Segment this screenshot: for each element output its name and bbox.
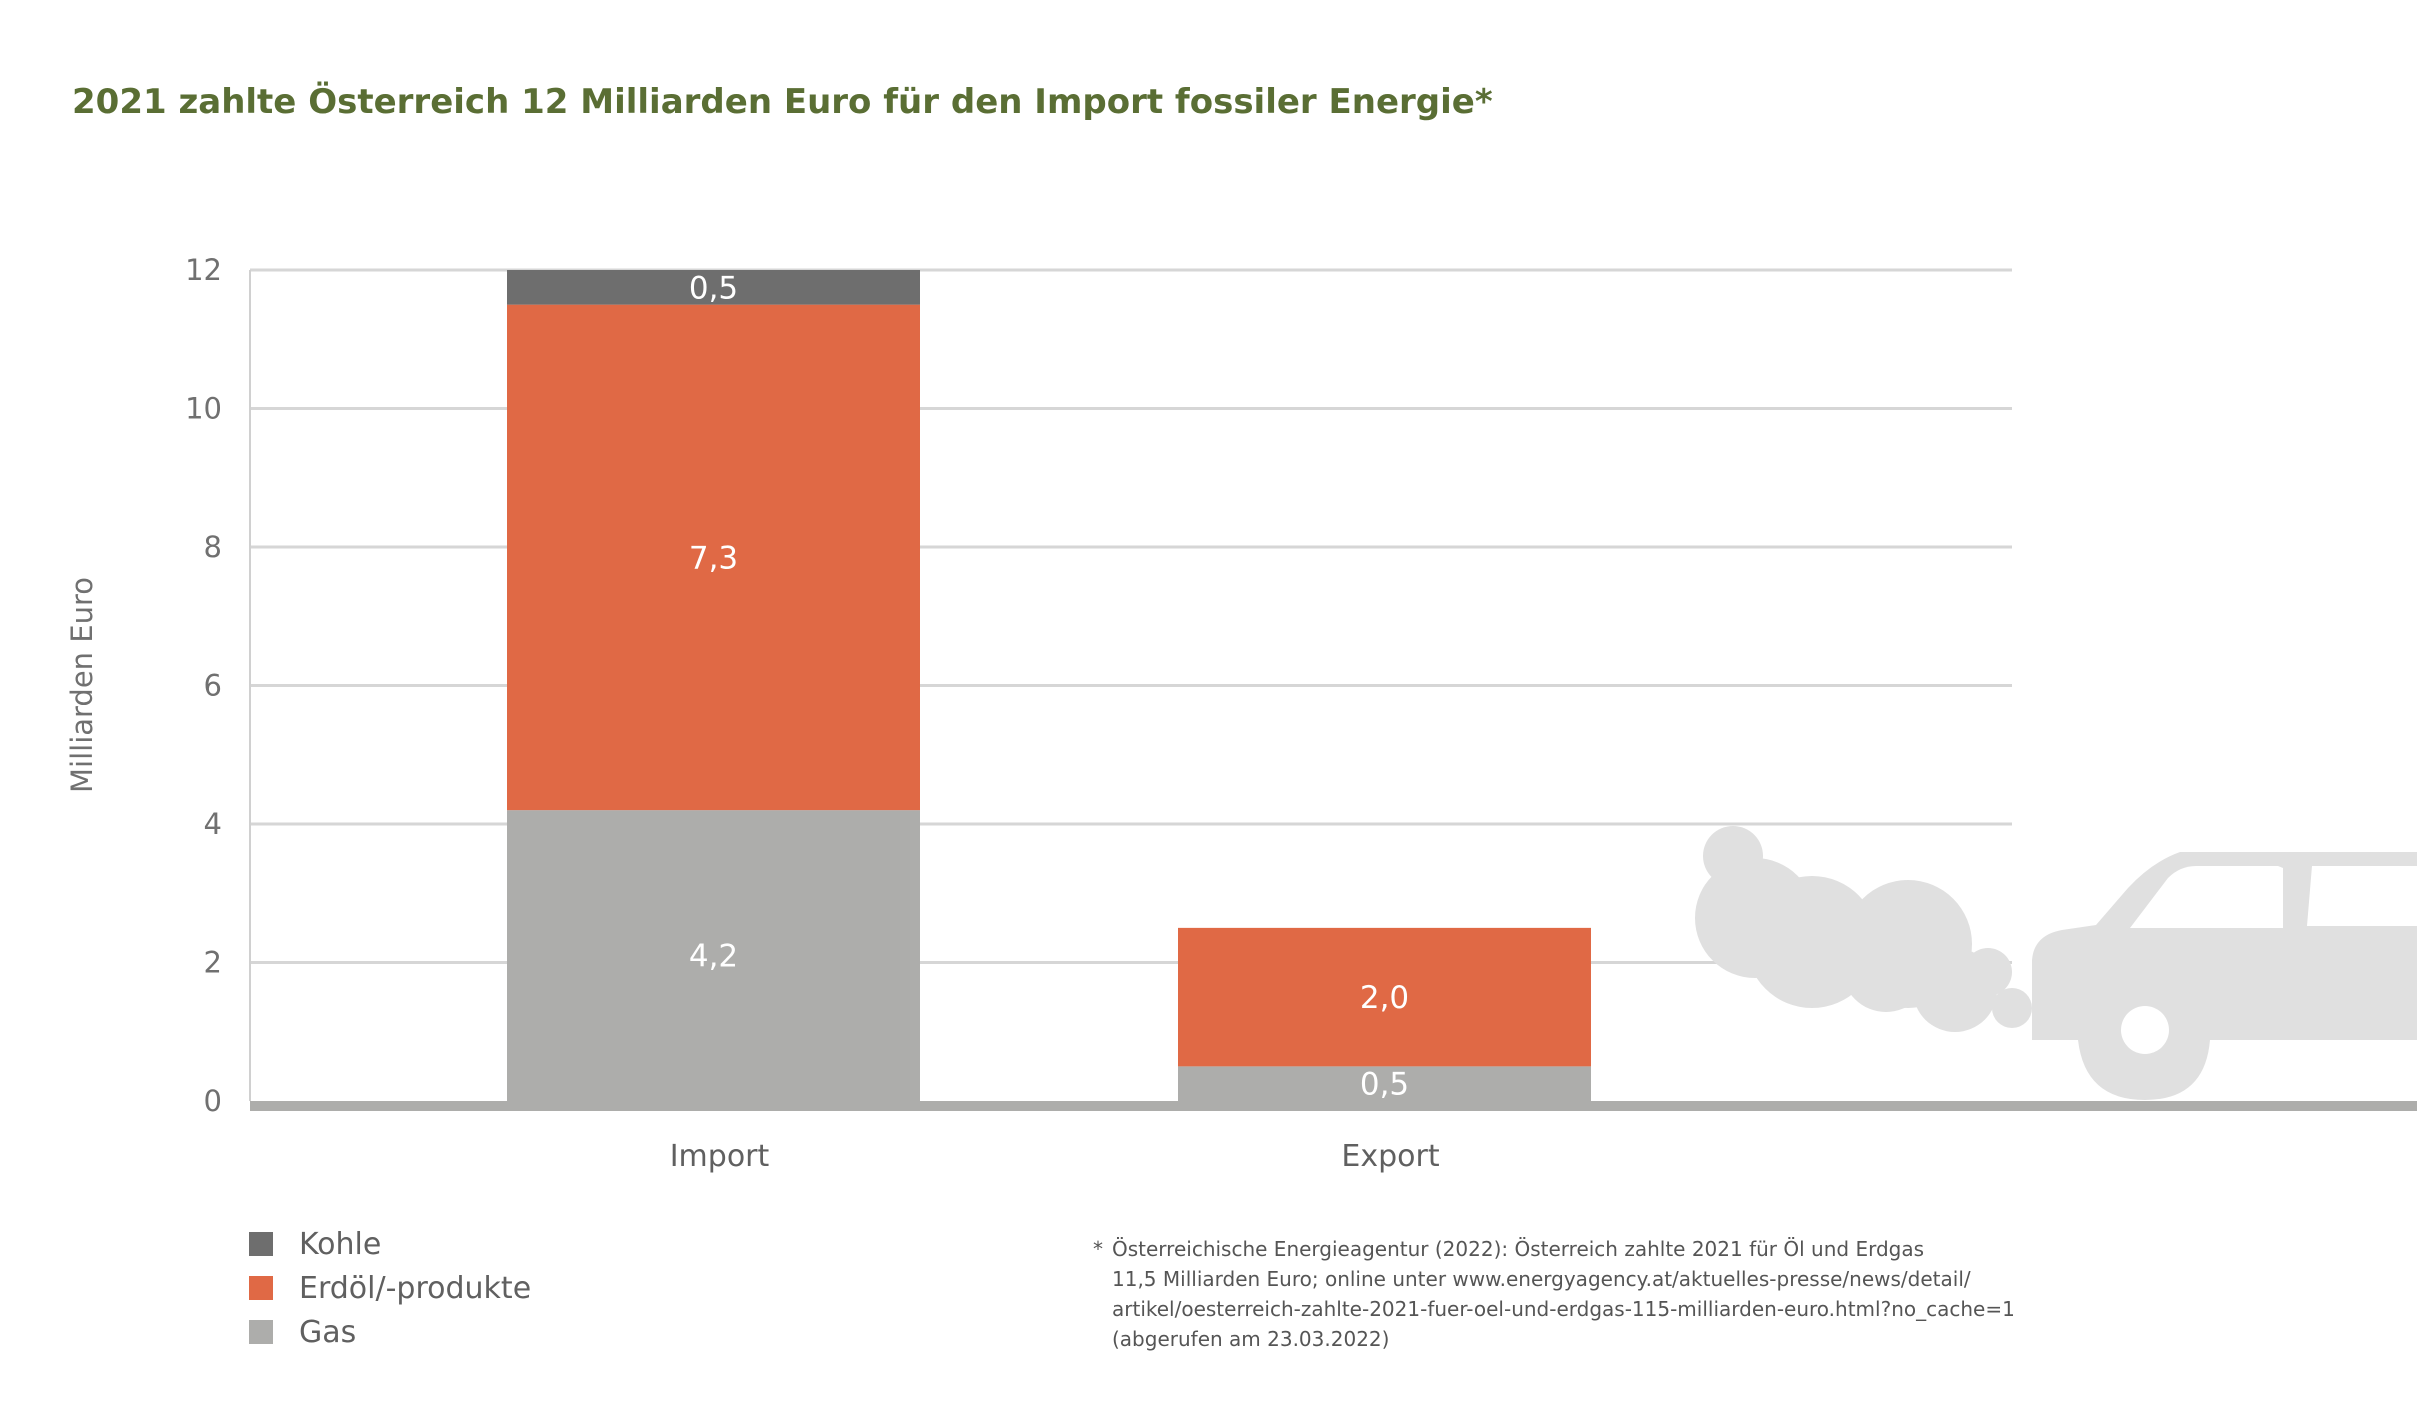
footnote-line: artikel/oesterreich-zahlte-2021-fuer-oel… <box>1112 1297 2015 1321</box>
legend-swatch-erdoel <box>249 1276 273 1300</box>
car-exhaust-icon <box>1695 826 2417 1100</box>
legend-label: Gas <box>299 1314 357 1350</box>
y-tick-label: 10 <box>185 392 222 426</box>
footnote-marker: * <box>1093 1237 1103 1261</box>
data-label: 0,5 <box>689 270 738 306</box>
y-tick-label: 4 <box>204 807 222 841</box>
y-axis-label: Milliarden Euro <box>65 577 99 793</box>
data-label: 0,5 <box>1360 1067 1409 1103</box>
legend: Kohle Erdöl/-produkte Gas <box>249 1222 531 1354</box>
legend-item-gas: Gas <box>249 1310 531 1354</box>
x-category-label: Import <box>670 1139 770 1174</box>
footnote-line: 11,5 Milliarden Euro; online unter www.e… <box>1112 1267 1971 1291</box>
legend-label: Kohle <box>299 1226 382 1262</box>
y-tick-label: 8 <box>204 530 222 564</box>
y-tick-label: 0 <box>204 1084 222 1118</box>
x-axis-baseline <box>250 1101 2417 1111</box>
bar-segment-import-erd-l-produkte <box>507 304 920 811</box>
footnote-line: Österreichische Energieagentur (2022): Ö… <box>1112 1237 1925 1261</box>
x-category-label: Export <box>1341 1139 1439 1174</box>
footnote: * Österreichische Energieagentur (2022):… <box>1093 1234 2023 1354</box>
legend-item-erdoel: Erdöl/-produkte <box>249 1266 531 1310</box>
legend-swatch-gas <box>249 1320 273 1344</box>
bar-segment-import-kohle <box>507 270 920 305</box>
bar-segment-export-erd-l-produkte <box>1178 927 1591 1067</box>
data-label: 4,2 <box>689 939 738 975</box>
data-label: 2,0 <box>1360 980 1409 1016</box>
bar-segment-import-gas <box>507 810 920 1101</box>
bar-segment-export-gas <box>1178 1066 1591 1101</box>
data-label: 7,3 <box>689 540 738 576</box>
legend-swatch-kohle <box>249 1232 273 1256</box>
footnote-line: (abgerufen am 23.03.2022) <box>1112 1327 1390 1351</box>
y-tick-label: 2 <box>204 946 222 980</box>
y-tick-label: 12 <box>185 253 222 287</box>
legend-label: Erdöl/-produkte <box>299 1270 532 1306</box>
legend-item-kohle: Kohle <box>249 1222 531 1266</box>
chart-title: 2021 zahlte Österreich 12 Milliarden Eur… <box>72 82 1493 122</box>
y-tick-label: 6 <box>204 669 222 703</box>
